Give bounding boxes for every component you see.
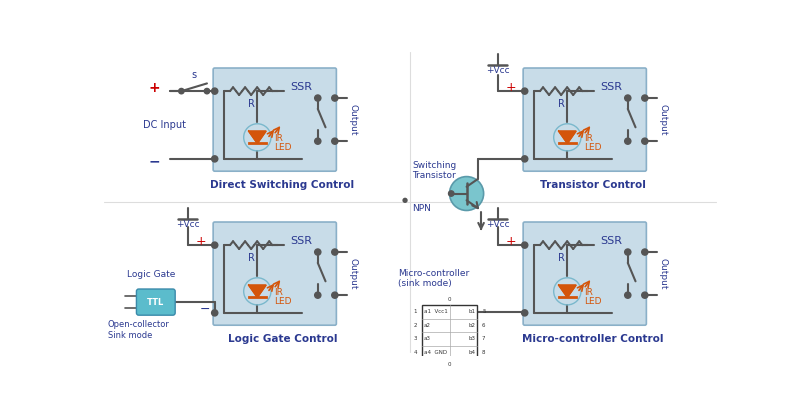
Text: Micro-controller
(sink mode): Micro-controller (sink mode) <box>398 269 470 288</box>
Text: Output: Output <box>659 104 668 135</box>
Circle shape <box>314 95 321 101</box>
Circle shape <box>211 310 218 316</box>
Circle shape <box>642 95 648 101</box>
Text: R: R <box>558 99 565 109</box>
Text: b4: b4 <box>468 350 475 355</box>
FancyBboxPatch shape <box>213 222 336 325</box>
Text: a1  Vcc1: a1 Vcc1 <box>424 310 448 314</box>
Text: a2: a2 <box>424 323 431 328</box>
Circle shape <box>211 156 218 162</box>
Text: 3: 3 <box>414 336 417 341</box>
Text: +Vcc: +Vcc <box>486 220 510 230</box>
Text: Micro-controller Control: Micro-controller Control <box>522 334 663 344</box>
Circle shape <box>314 292 321 298</box>
Text: a4  GND: a4 GND <box>424 350 447 355</box>
Circle shape <box>642 138 648 144</box>
Text: 2: 2 <box>414 323 417 328</box>
Circle shape <box>522 242 528 248</box>
Text: NPN: NPN <box>412 204 431 214</box>
Polygon shape <box>558 131 576 144</box>
Polygon shape <box>249 285 266 298</box>
Text: 6: 6 <box>482 323 486 328</box>
Text: 5: 5 <box>482 310 486 314</box>
Text: LED: LED <box>274 297 292 306</box>
Circle shape <box>332 249 338 255</box>
Text: Logic Gate Control: Logic Gate Control <box>228 334 338 344</box>
Circle shape <box>178 88 184 94</box>
Text: b3: b3 <box>468 336 475 341</box>
FancyBboxPatch shape <box>523 68 646 171</box>
Text: LED: LED <box>584 143 602 152</box>
Text: SSR: SSR <box>290 236 312 246</box>
Circle shape <box>642 249 648 255</box>
Text: a3: a3 <box>424 336 431 341</box>
Circle shape <box>522 310 528 316</box>
Circle shape <box>625 95 631 101</box>
Text: 8: 8 <box>482 350 486 355</box>
Text: +: + <box>149 81 160 95</box>
Text: SSR: SSR <box>290 82 312 92</box>
Polygon shape <box>249 131 266 144</box>
Text: s: s <box>192 70 197 80</box>
Text: b1: b1 <box>468 310 475 314</box>
Circle shape <box>522 156 528 162</box>
Text: 0: 0 <box>448 362 451 367</box>
Circle shape <box>522 88 528 94</box>
Text: 1: 1 <box>414 310 417 314</box>
Text: Direct Switching Control: Direct Switching Control <box>210 180 354 190</box>
Text: Transistor Control: Transistor Control <box>539 180 646 190</box>
Text: b2: b2 <box>468 323 475 328</box>
Text: R: R <box>248 99 254 109</box>
Text: Logic Gate: Logic Gate <box>127 270 175 279</box>
Circle shape <box>332 138 338 144</box>
Circle shape <box>314 138 321 144</box>
Text: Open-collector
Sink mode: Open-collector Sink mode <box>108 320 170 340</box>
Text: 4: 4 <box>414 350 417 355</box>
Circle shape <box>211 242 218 248</box>
Circle shape <box>449 191 454 196</box>
Text: −: − <box>199 302 210 316</box>
Text: DC Input: DC Input <box>142 120 186 130</box>
Text: SSR: SSR <box>600 82 622 92</box>
FancyBboxPatch shape <box>422 306 477 358</box>
Text: 0: 0 <box>448 297 451 302</box>
Text: 7: 7 <box>482 336 486 341</box>
FancyBboxPatch shape <box>137 289 175 315</box>
Text: SSR: SSR <box>600 236 622 246</box>
Text: +Vcc: +Vcc <box>176 220 199 230</box>
Text: R: R <box>558 253 565 263</box>
Text: −: − <box>149 154 160 168</box>
Circle shape <box>332 292 338 298</box>
Text: R: R <box>248 253 254 263</box>
FancyBboxPatch shape <box>213 68 336 171</box>
Text: IR: IR <box>274 288 283 297</box>
Text: LED: LED <box>584 297 602 306</box>
Text: Switching
Transistor: Switching Transistor <box>412 161 457 180</box>
Text: +: + <box>506 81 516 94</box>
Circle shape <box>204 88 210 94</box>
Text: Output: Output <box>659 258 668 289</box>
Circle shape <box>211 88 218 94</box>
Text: LED: LED <box>274 143 292 152</box>
Circle shape <box>332 95 338 101</box>
Text: +: + <box>195 235 206 248</box>
Circle shape <box>450 176 484 210</box>
Circle shape <box>625 138 631 144</box>
Circle shape <box>625 292 631 298</box>
FancyBboxPatch shape <box>523 222 646 325</box>
Text: Output: Output <box>349 104 358 135</box>
Text: IR: IR <box>584 134 594 143</box>
Circle shape <box>625 249 631 255</box>
Circle shape <box>314 249 321 255</box>
Text: +Vcc: +Vcc <box>486 66 510 76</box>
Text: IR: IR <box>274 134 283 143</box>
Bar <box>422 305 478 359</box>
Text: Output: Output <box>349 258 358 289</box>
Polygon shape <box>558 285 576 298</box>
Text: +: + <box>506 235 516 248</box>
Text: TTL: TTL <box>147 298 165 306</box>
Circle shape <box>642 292 648 298</box>
Text: IR: IR <box>584 288 594 297</box>
Text: ●: ● <box>402 197 408 203</box>
